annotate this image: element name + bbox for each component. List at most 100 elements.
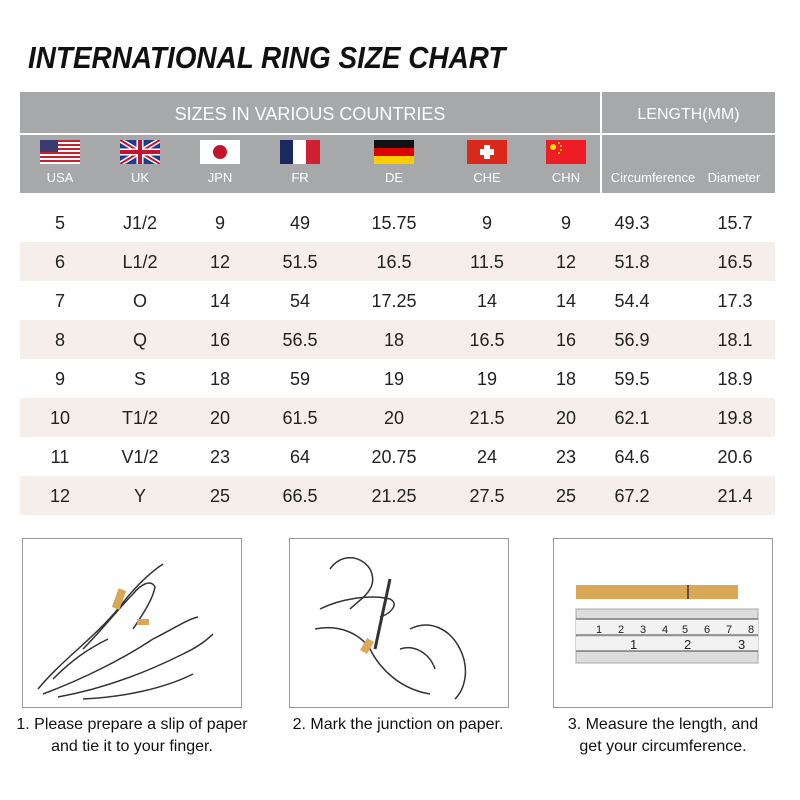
cell-de: 21.25: [371, 486, 417, 506]
cell-usa: 5: [54, 213, 65, 233]
svg-text:1: 1: [630, 637, 637, 652]
cell-jpn: 14: [209, 291, 231, 311]
column-label: FR: [291, 170, 309, 185]
cell-chn: 16: [555, 330, 577, 350]
cell-de: 15.75: [371, 213, 417, 233]
column-label: USA: [46, 170, 74, 185]
cell-circumference: 62.1: [614, 408, 650, 428]
cell-diameter: 17.3: [717, 291, 753, 311]
page-title: INTERNATIONAL RING SIZE CHART: [28, 40, 506, 75]
cell-usa: 10: [49, 408, 71, 428]
column-label: Diameter: [707, 170, 761, 185]
svg-text:4: 4: [662, 624, 668, 636]
cell-usa: 8: [54, 330, 65, 350]
step-1-caption: 1. Please prepare a slip of paper and ti…: [2, 714, 262, 758]
table-row: 10 T1/2 20 61.5 20 21.5 20 62.1 19.8: [20, 398, 775, 437]
column-label: DE: [384, 170, 404, 185]
cell-uk: Y: [133, 486, 146, 506]
table-header: SIZES IN VARIOUS COUNTRIES LENGTH(MM) US…: [20, 92, 775, 193]
sizes-title: SIZES IN VARIOUS COUNTRIES: [174, 104, 446, 124]
table-row: 9 S 18 59 19 19 18 59.5 18.9: [20, 359, 775, 398]
cell-circumference: 54.4: [614, 291, 650, 311]
cell-che: 21.5: [469, 408, 505, 428]
table-row: 8 Q 16 56.5 18 16.5 16 56.9 18.1: [20, 320, 775, 359]
cell-fr: 64: [289, 447, 311, 467]
marking-hand-icon: [314, 557, 467, 700]
step-2-illustration: [289, 538, 509, 708]
cell-diameter: 21.4: [717, 486, 753, 506]
svg-text:3: 3: [738, 637, 745, 652]
cell-fr: 54: [289, 291, 311, 311]
cell-diameter: 15.7: [717, 213, 753, 233]
caption-line: 1. Please prepare a slip of paper: [16, 716, 248, 733]
cell-uk: O: [132, 291, 147, 311]
cell-uk: V1/2: [121, 447, 159, 467]
caption-line: 2. Mark the junction on paper.: [292, 716, 504, 733]
table-row: 7 O 14 54 17.25 14 14 54.4 17.3: [20, 281, 775, 320]
cell-de: 19: [383, 369, 405, 389]
cell-fr: 66.5: [282, 486, 318, 506]
cell-chn: 9: [560, 213, 571, 233]
cell-jpn: 23: [209, 447, 231, 467]
cell-fr: 49: [289, 213, 311, 233]
svg-text:6: 6: [704, 624, 710, 636]
china-flag-icon: [546, 140, 586, 164]
cell-che: 14: [476, 291, 498, 311]
cell-fr: 59: [289, 369, 311, 389]
caption-line: get your circumference.: [579, 738, 747, 755]
column-label: Circumference: [610, 170, 696, 185]
caption-line: and tie it to your finger.: [51, 738, 213, 755]
svg-text:5: 5: [682, 624, 688, 636]
cell-chn: 14: [555, 291, 577, 311]
cell-jpn: 25: [209, 486, 231, 506]
cell-uk: T1/2: [121, 408, 159, 428]
step-2-caption: 2. Mark the junction on paper.: [268, 714, 528, 736]
cell-diameter: 18.9: [717, 369, 753, 389]
caption-line: 3. Measure the length, and: [567, 716, 759, 733]
hand-with-paper-icon: [37, 563, 214, 700]
column-label: CHE: [473, 170, 501, 185]
cell-che: 9: [481, 213, 492, 233]
cell-jpn: 20: [209, 408, 231, 428]
table-row: 5 J1/2 9 49 15.75 9 9 49.3 15.7: [20, 203, 775, 242]
step-1-illustration: [22, 538, 242, 708]
usa-flag-icon: [40, 140, 80, 164]
cell-jpn: 9: [214, 213, 225, 233]
cell-fr: 56.5: [282, 330, 318, 350]
step-3-caption: 3. Measure the length, and get your circ…: [533, 714, 793, 758]
cell-usa: 9: [54, 369, 65, 389]
cell-circumference: 59.5: [614, 369, 650, 389]
cell-usa: 6: [54, 252, 65, 272]
column-label: JPN: [207, 170, 233, 185]
cell-chn: 20: [555, 408, 577, 428]
uk-flag-icon: [120, 140, 160, 164]
svg-text:3: 3: [640, 624, 646, 636]
cell-jpn: 12: [209, 252, 231, 272]
divider: [20, 133, 775, 135]
cell-fr: 51.5: [282, 252, 318, 272]
cell-chn: 25: [555, 486, 577, 506]
cell-circumference: 67.2: [614, 486, 650, 506]
cell-fr: 61.5: [282, 408, 318, 428]
cell-de: 20: [383, 408, 405, 428]
table-row: 11 V1/2 23 64 20.75 24 23 64.6 20.6: [20, 437, 775, 476]
cell-chn: 18: [555, 369, 577, 389]
cell-circumference: 56.9: [614, 330, 650, 350]
switzerland-flag-icon: [467, 140, 507, 164]
cell-de: 17.25: [371, 291, 417, 311]
cell-uk: S: [133, 369, 146, 389]
cell-circumference: 64.6: [614, 447, 650, 467]
svg-text:2: 2: [618, 624, 624, 636]
cell-jpn: 16: [209, 330, 231, 350]
cell-uk: J1/2: [122, 213, 158, 233]
svg-text:2: 2: [684, 637, 691, 652]
cell-chn: 23: [555, 447, 577, 467]
japan-flag-icon: [200, 140, 240, 164]
cell-che: 24: [476, 447, 498, 467]
svg-text:1: 1: [596, 624, 602, 636]
france-flag-icon: [280, 140, 320, 164]
cell-jpn: 18: [209, 369, 231, 389]
svg-text:8: 8: [748, 624, 754, 636]
